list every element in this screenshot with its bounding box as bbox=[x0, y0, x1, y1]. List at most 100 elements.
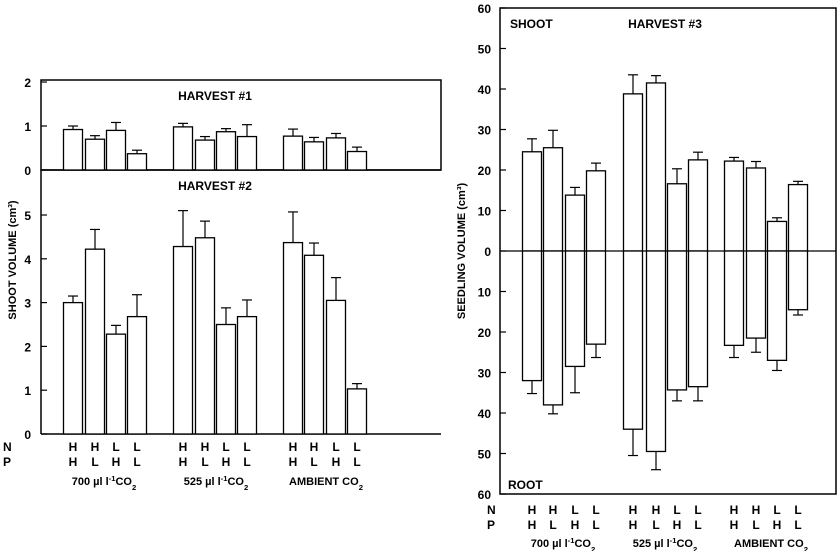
right-group-label: AMBIENT CO2 bbox=[734, 538, 808, 551]
left-p-level: L bbox=[133, 455, 140, 469]
harvest2-bar bbox=[126, 315, 148, 435]
harvest1-bar bbox=[126, 153, 148, 171]
harvest3-y-tick-label: 10 bbox=[478, 286, 492, 300]
harvest2-bar bbox=[62, 301, 84, 435]
left-n-level: L bbox=[222, 440, 229, 454]
right-n-level: H bbox=[730, 503, 739, 517]
right-group-label: 525 µl l-1CO2 bbox=[633, 536, 698, 551]
left-p-level: H bbox=[69, 455, 78, 469]
harvest3-y-tick-label: 60 bbox=[478, 2, 492, 16]
harvest2-bar bbox=[105, 333, 127, 435]
harvest1-bar bbox=[282, 135, 304, 171]
harvest1-bar bbox=[236, 135, 258, 171]
harvest3-y-tick-label: 50 bbox=[478, 43, 492, 57]
left-y-axis-label: SHOOT VOLUME (cm³) bbox=[7, 200, 19, 320]
harvest1-y-tick-label: 2 bbox=[24, 76, 31, 90]
right-p-level: L bbox=[752, 518, 759, 532]
right-p-level: H bbox=[730, 518, 739, 532]
left-p-level: H bbox=[112, 455, 121, 469]
root-bar bbox=[585, 250, 607, 345]
right-n-level: H bbox=[652, 503, 661, 517]
right-p-level: H bbox=[629, 518, 638, 532]
harvest1-bar bbox=[194, 139, 216, 171]
left-n-level: L bbox=[133, 440, 140, 454]
left-p-level: H bbox=[289, 455, 298, 469]
harvest2-y-tick-label: 1 bbox=[24, 384, 31, 398]
right-n-level: H bbox=[528, 503, 537, 517]
root-bar bbox=[542, 250, 564, 406]
shoot-bar bbox=[687, 159, 709, 252]
right-n-level: L bbox=[773, 503, 780, 517]
root-bar bbox=[687, 250, 709, 388]
harvest2-y-tick-label: 2 bbox=[24, 340, 31, 354]
right-y-axis-label: SEEDLING VOLUME (cm³) bbox=[456, 183, 468, 320]
shoot-bar bbox=[766, 220, 788, 252]
harvest3-title: HARVEST #3 bbox=[628, 17, 702, 31]
harvest3-y-tick-label: 40 bbox=[478, 407, 492, 421]
harvest2-title: HARVEST #2 bbox=[178, 179, 252, 193]
left-p-level: L bbox=[310, 455, 317, 469]
harvest1-bar bbox=[84, 138, 106, 171]
root-label: ROOT bbox=[508, 478, 543, 492]
harvest1-bar bbox=[346, 150, 368, 171]
left-n-level: L bbox=[112, 440, 119, 454]
left-n-level: H bbox=[201, 440, 210, 454]
root-bar bbox=[521, 250, 543, 382]
left-n-level: H bbox=[310, 440, 319, 454]
right-p-level: L bbox=[592, 518, 599, 532]
left-n-level: L bbox=[243, 440, 250, 454]
shoot-bar bbox=[745, 167, 767, 252]
shoot-bar bbox=[723, 160, 745, 252]
left-group-label: AMBIENT CO2 bbox=[289, 476, 363, 492]
harvest3-y-tick-label: 20 bbox=[478, 326, 492, 340]
left-p-level: L bbox=[353, 455, 360, 469]
root-bar bbox=[723, 250, 745, 347]
shoot-bar bbox=[542, 147, 564, 252]
right-y-axis-label-text: SEEDLING VOLUME (cm³) bbox=[456, 183, 468, 320]
shoot-bar bbox=[521, 151, 543, 252]
right-p-level: H bbox=[528, 518, 537, 532]
harvest1-y-tick-label: 1 bbox=[24, 120, 31, 134]
harvest1-bar bbox=[62, 128, 84, 171]
right-p-level: L bbox=[694, 518, 701, 532]
left-n-level: H bbox=[289, 440, 298, 454]
left-p-level: H bbox=[332, 455, 341, 469]
harvest2-y-tick-label: 4 bbox=[24, 253, 31, 267]
harvest2-bar bbox=[194, 237, 216, 435]
harvest1-bar bbox=[215, 131, 237, 171]
right-n-level: L bbox=[592, 503, 599, 517]
root-bar bbox=[622, 250, 644, 430]
left-group-label: 525 µl l-1CO2 bbox=[184, 474, 249, 492]
right-n-level: H bbox=[629, 503, 638, 517]
harvest2-y-tick-label: 5 bbox=[24, 209, 31, 223]
harvest2-bar bbox=[325, 299, 347, 435]
shoot-label: SHOOT bbox=[510, 17, 553, 31]
right-n-level: H bbox=[549, 503, 558, 517]
right-p-label: P bbox=[487, 518, 495, 532]
harvest2-bar bbox=[215, 323, 237, 435]
shoot-bar bbox=[622, 93, 644, 252]
right-p-level: H bbox=[773, 518, 782, 532]
harvest1-bar bbox=[172, 126, 194, 171]
shoot-bar bbox=[645, 82, 667, 252]
left-p-level: L bbox=[201, 455, 208, 469]
left-n-level: L bbox=[332, 440, 339, 454]
harvest3-y-tick-label: 60 bbox=[478, 488, 492, 502]
left-y-axis-label-text: SHOOT VOLUME (cm³) bbox=[7, 200, 19, 320]
right-group-label: 700 µl l-1CO2 bbox=[531, 536, 596, 551]
harvest2-bar bbox=[346, 388, 368, 435]
right-p-level: L bbox=[794, 518, 801, 532]
left-n-level: H bbox=[69, 440, 78, 454]
root-bar bbox=[645, 250, 667, 453]
left-n-level: L bbox=[353, 440, 360, 454]
left-p-level: L bbox=[91, 455, 98, 469]
harvest2-bar bbox=[84, 248, 106, 435]
harvest2-y-tick-label: 0 bbox=[24, 428, 31, 442]
shoot-bar bbox=[666, 183, 688, 252]
root-bar bbox=[787, 250, 809, 311]
harvest1-bar bbox=[303, 141, 325, 171]
shoot-bar bbox=[787, 183, 809, 252]
shoot-bar bbox=[585, 170, 607, 252]
